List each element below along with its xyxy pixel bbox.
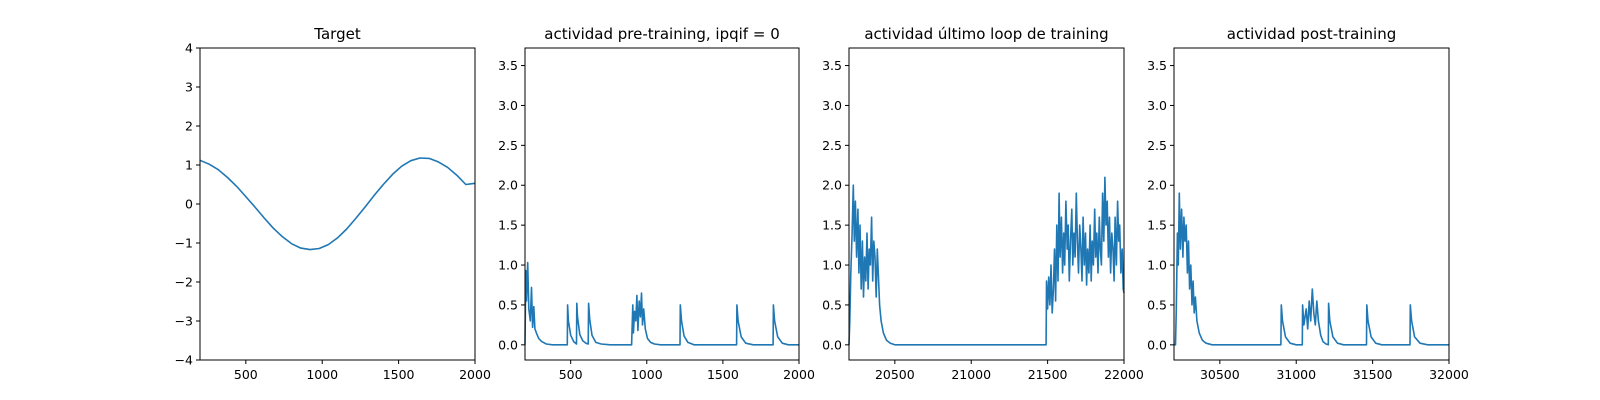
y-tick-label: 3 xyxy=(185,80,193,95)
x-tick-label: 31500 xyxy=(1353,367,1393,382)
y-tick-label: 0 xyxy=(185,197,193,212)
x-tick-label: 1000 xyxy=(631,367,663,382)
x-tick-label: 500 xyxy=(559,367,583,382)
y-tick-label: 1.0 xyxy=(498,258,518,273)
x-tick-label: 2000 xyxy=(783,367,815,382)
x-tick-label: 31000 xyxy=(1276,367,1316,382)
series-line xyxy=(1174,192,1449,346)
y-tick-label: 3.5 xyxy=(1147,58,1167,73)
y-tick-label: −4 xyxy=(175,353,193,368)
y-tick-label: 0.5 xyxy=(1147,297,1167,312)
y-tick-label: 2.0 xyxy=(822,178,842,193)
y-tick-label: 3.5 xyxy=(822,58,842,73)
y-tick-label: −2 xyxy=(175,275,193,290)
axes-frame xyxy=(524,47,800,361)
y-tick-label: 3.0 xyxy=(822,98,842,113)
x-tick-label: 30500 xyxy=(1200,367,1240,382)
chart-title: actividad post-training xyxy=(1227,25,1396,43)
axes-frame xyxy=(199,47,476,361)
y-tick-label: 0.0 xyxy=(498,337,518,352)
y-tick-label: 0.5 xyxy=(498,297,518,312)
y-tick-label: 4 xyxy=(185,41,193,56)
chart-title: actividad pre-training, ipqif = 0 xyxy=(544,25,780,43)
y-tick-label: 1 xyxy=(185,158,193,173)
y-tick-label: 1.5 xyxy=(1147,218,1167,233)
x-tick-label: 2000 xyxy=(459,367,491,382)
axes-frame xyxy=(848,47,1125,361)
y-tick-label: 1.5 xyxy=(822,218,842,233)
y-tick-label: 1.0 xyxy=(822,258,842,273)
x-tick-label: 500 xyxy=(234,367,258,382)
x-tick-label: 20500 xyxy=(875,367,915,382)
y-tick-label: −1 xyxy=(175,236,193,251)
series-line xyxy=(199,157,476,251)
y-tick-label: 0.5 xyxy=(822,297,842,312)
y-tick-label: 2.5 xyxy=(498,138,518,153)
y-tick-label: 2.0 xyxy=(1147,178,1167,193)
x-tick-label: 1500 xyxy=(383,367,415,382)
y-tick-label: 2.5 xyxy=(1147,138,1167,153)
y-tick-label: 2 xyxy=(185,119,193,134)
x-tick-label: 21500 xyxy=(1028,367,1068,382)
x-tick-label: 1500 xyxy=(707,367,739,382)
chart-panel-target: Target 500 1000 1500 2000 −4 −3 −2 −1 0 1 2 3 4 xyxy=(175,25,491,382)
y-tick-label: 0.0 xyxy=(822,337,842,352)
x-tick-label: 22000 xyxy=(1104,367,1144,382)
y-tick-label: 3.0 xyxy=(1147,98,1167,113)
chart-panel-pre-training: actividad pre-training, ipqif = 0 500 100… xyxy=(498,25,815,382)
x-tick-label: 32000 xyxy=(1429,367,1469,382)
x-tick-label: 1000 xyxy=(306,367,338,382)
chart-panel-post-training: actividad post-training 30500 31000 31500 3… xyxy=(1147,25,1469,382)
y-tick-label: 2.0 xyxy=(498,178,518,193)
y-tick-label: 0.0 xyxy=(1147,337,1167,352)
y-tick-label: 2.5 xyxy=(822,138,842,153)
x-tick-label: 21000 xyxy=(951,367,991,382)
y-tick-label: 3.0 xyxy=(498,98,518,113)
series-line xyxy=(848,176,1125,346)
chart-panel-last-training-loop: actividad último loop de training 20500 2… xyxy=(822,25,1144,382)
series-line xyxy=(524,261,799,346)
y-tick-label: 3.5 xyxy=(498,58,518,73)
y-tick-label: 1.5 xyxy=(498,218,518,233)
y-tick-label: −3 xyxy=(175,314,193,329)
chart-title: actividad último loop de training xyxy=(864,25,1108,43)
axes-frame xyxy=(1173,47,1450,361)
chart-title: Target xyxy=(313,25,361,43)
y-tick-label: 1.0 xyxy=(1147,258,1167,273)
